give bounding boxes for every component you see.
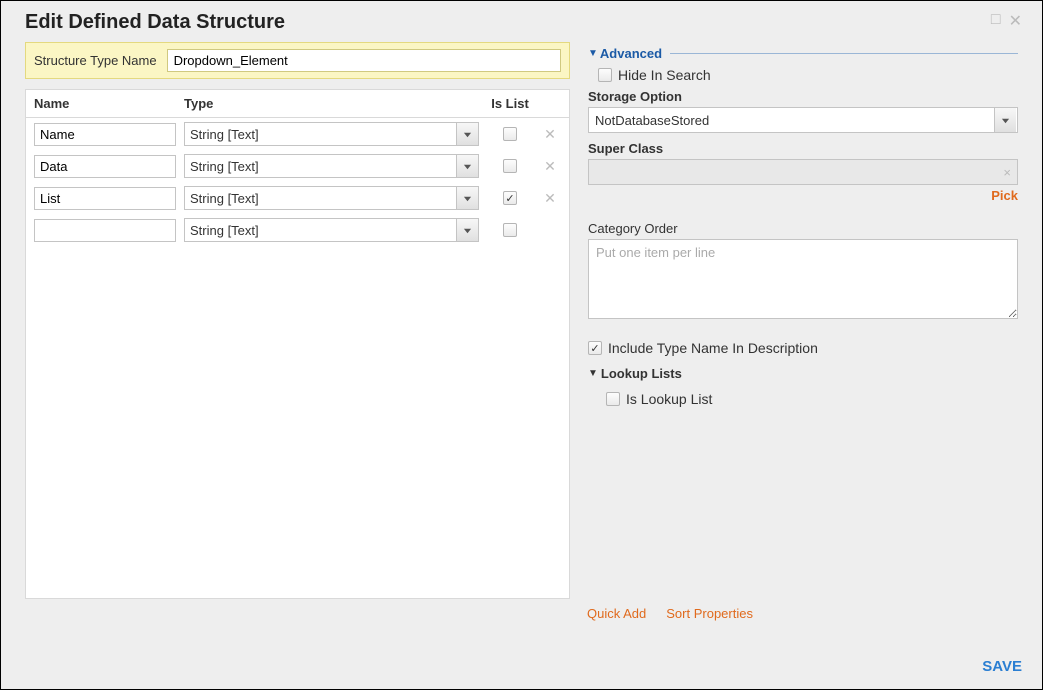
category-order-label: Category Order <box>588 221 1018 236</box>
col-header-islist: Is List <box>485 96 535 111</box>
advanced-section-header[interactable]: ▼ Advanced <box>588 46 1018 61</box>
dialog: Edit Defined Data Structure □ ✕ Structur… <box>0 0 1043 690</box>
property-type-combo[interactable]: String [Text] <box>184 154 479 178</box>
hide-in-search-row: Hide In Search <box>598 67 1018 83</box>
quick-add-link[interactable]: Quick Add <box>587 606 646 621</box>
save-button[interactable]: SAVE <box>982 658 1022 675</box>
lookup-lists-section[interactable]: ▼ Lookup Lists <box>588 366 1018 381</box>
include-type-name-row: ✓ Include Type Name In Description <box>588 340 1018 356</box>
structure-name-row: Structure Type Name <box>25 42 570 79</box>
delete-row-icon[interactable]: ✕ <box>544 190 556 207</box>
property-type-value: String [Text] <box>190 159 259 174</box>
property-type-value: String [Text] <box>190 127 259 142</box>
category-order-field: Category Order <box>588 221 1018 322</box>
table-row: String [Text] ✕ <box>26 150 569 182</box>
dialog-body: Structure Type Name Name Type Is List St… <box>1 42 1042 599</box>
dropdown-trigger-icon[interactable] <box>994 108 1016 132</box>
close-icon[interactable]: ✕ <box>1009 11 1022 31</box>
collapse-icon: ▼ <box>588 48 598 59</box>
property-name-input[interactable] <box>34 123 176 146</box>
include-type-name-label: Include Type Name In Description <box>608 340 818 356</box>
property-type-value: String [Text] <box>190 223 259 238</box>
property-type-combo[interactable]: String [Text] <box>184 218 479 242</box>
super-class-field: Super Class × Pick <box>588 141 1018 203</box>
category-order-textarea[interactable] <box>588 239 1018 319</box>
storage-option-value: NotDatabaseStored <box>595 113 709 128</box>
col-header-name: Name <box>30 96 180 111</box>
col-header-type: Type <box>180 96 485 111</box>
hide-in-search-label: Hide In Search <box>618 67 711 83</box>
property-name-input[interactable] <box>34 155 176 178</box>
property-type-combo[interactable]: String [Text] <box>184 122 479 146</box>
dropdown-trigger-icon[interactable] <box>456 187 478 209</box>
super-class-label: Super Class <box>588 141 1018 156</box>
grid-body: String [Text]✕String [Text]✕String [Text… <box>26 118 569 246</box>
is-list-checkbox[interactable] <box>503 159 517 173</box>
structure-name-label: Structure Type Name <box>34 53 157 68</box>
dropdown-trigger-icon[interactable] <box>456 123 478 145</box>
pick-link[interactable]: Pick <box>588 188 1018 203</box>
storage-option-combo[interactable]: NotDatabaseStored <box>588 107 1018 133</box>
is-lookup-checkbox[interactable] <box>606 392 620 406</box>
is-lookup-row: Is Lookup List <box>606 391 1018 407</box>
is-list-checkbox[interactable] <box>503 127 517 141</box>
clear-icon[interactable]: × <box>1003 165 1011 180</box>
storage-option-field: Storage Option NotDatabaseStored <box>588 89 1018 133</box>
dropdown-trigger-icon[interactable] <box>456 155 478 177</box>
left-column: Structure Type Name Name Type Is List St… <box>25 42 570 599</box>
property-name-input[interactable] <box>34 219 176 242</box>
lookup-lists-label: Lookup Lists <box>601 366 682 381</box>
property-type-combo[interactable]: String [Text] <box>184 186 479 210</box>
table-row: String [Text] ✕ <box>26 118 569 150</box>
grid-header: Name Type Is List <box>26 90 569 118</box>
dialog-header: Edit Defined Data Structure □ ✕ <box>1 1 1042 42</box>
structure-name-input[interactable] <box>167 49 561 72</box>
is-list-checkbox[interactable]: ✓ <box>503 191 517 205</box>
include-type-name-checkbox[interactable]: ✓ <box>588 341 602 355</box>
table-row: String [Text] ✓ ✕ <box>26 182 569 214</box>
hide-in-search-checkbox[interactable] <box>598 68 612 82</box>
right-column: ▼ Advanced Hide In Search Storage Option… <box>588 42 1018 599</box>
delete-row-icon[interactable]: ✕ <box>544 158 556 175</box>
super-class-input: × <box>588 159 1018 185</box>
dialog-window-controls: □ ✕ <box>991 11 1022 31</box>
is-lookup-label: Is Lookup List <box>626 391 712 407</box>
property-type-value: String [Text] <box>190 191 259 206</box>
dialog-title: Edit Defined Data Structure <box>25 11 285 34</box>
storage-option-label: Storage Option <box>588 89 1018 104</box>
properties-grid: Name Type Is List String [Text]✕String [… <box>25 89 570 599</box>
property-name-input[interactable] <box>34 187 176 210</box>
advanced-label: Advanced <box>600 46 662 61</box>
is-list-checkbox[interactable] <box>503 223 517 237</box>
delete-row-icon[interactable]: ✕ <box>544 126 556 143</box>
action-links: Quick Add Sort Properties <box>587 606 753 621</box>
maximize-icon[interactable]: □ <box>991 11 1001 31</box>
collapse-icon: ▼ <box>588 368 598 379</box>
section-divider <box>670 53 1018 54</box>
table-row: String [Text] <box>26 214 569 246</box>
dropdown-trigger-icon[interactable] <box>456 219 478 241</box>
sort-properties-link[interactable]: Sort Properties <box>666 606 753 621</box>
